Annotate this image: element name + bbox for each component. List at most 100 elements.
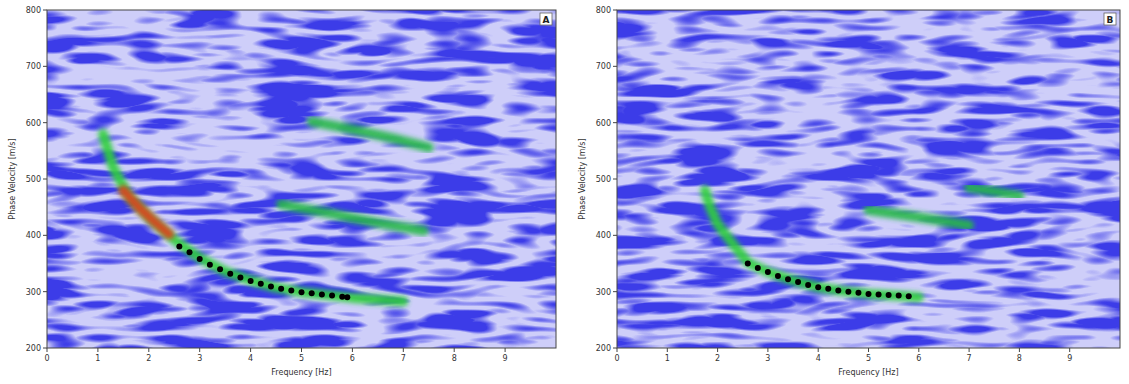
x-tick <box>717 348 718 352</box>
x-tick-label: 7 <box>967 354 972 363</box>
pick-point <box>855 290 861 296</box>
x-tick <box>301 348 302 352</box>
plot-area <box>617 10 1120 348</box>
energy-ridge <box>312 122 429 148</box>
frame <box>617 10 1120 348</box>
y-tick-label: 400 <box>26 231 41 240</box>
pick-point <box>197 256 203 262</box>
pick-point <box>237 275 243 281</box>
pick-point <box>248 278 254 284</box>
y-tick <box>43 122 47 123</box>
y-tick-label: 500 <box>26 175 41 184</box>
x-tick <box>97 348 98 352</box>
x-tick <box>969 348 970 352</box>
pick-point <box>309 290 315 296</box>
plot-area <box>47 10 556 348</box>
x-tick-label: 0 <box>44 354 49 363</box>
panel: 0123456789200300400500600700800Frequency… <box>578 6 1120 377</box>
pick-point <box>805 282 811 288</box>
x-tick <box>868 348 869 352</box>
x-tick-label: 7 <box>401 354 406 363</box>
y-tick <box>613 291 617 292</box>
y-tick <box>613 122 617 123</box>
y-tick-label: 300 <box>26 288 41 297</box>
x-tick <box>403 348 404 352</box>
pick-point <box>227 271 233 277</box>
pick-point <box>344 294 350 300</box>
y-axis-title: Phase Velocity [m/s] <box>578 138 587 219</box>
panel-label-box <box>1104 13 1116 25</box>
pick-point <box>896 293 902 299</box>
energy-ridge <box>705 190 919 297</box>
x-tick-label: 3 <box>197 354 202 363</box>
x-tick <box>148 348 149 352</box>
pick-point <box>866 291 872 297</box>
y-tick <box>613 66 617 67</box>
y-tick <box>43 66 47 67</box>
pick-point <box>288 288 294 294</box>
y-tick <box>43 235 47 236</box>
panel-label-box <box>540 13 552 25</box>
pick-point <box>775 273 781 279</box>
x-tick <box>199 348 200 352</box>
x-tick <box>250 348 251 352</box>
x-tick-label: 6 <box>916 354 921 363</box>
panel-label: A <box>543 15 550 25</box>
x-tick-label: 4 <box>816 354 821 363</box>
pick-point <box>825 286 831 292</box>
x-tick-label: 5 <box>299 354 304 363</box>
y-tick-label: 300 <box>596 288 611 297</box>
y-tick-label: 600 <box>26 119 41 128</box>
y-tick <box>613 348 617 349</box>
x-tick <box>918 348 919 352</box>
x-tick <box>667 348 668 352</box>
x-tick <box>454 348 455 352</box>
x-tick <box>1069 348 1070 352</box>
x-tick <box>47 348 48 352</box>
pick-point <box>785 276 791 282</box>
x-tick <box>1019 348 1020 352</box>
x-tick-label: 6 <box>350 354 355 363</box>
figure: 0 1 2 3 4 5 6 7 8 9 200 300 400 500 600 700 800 Frequency… <box>0 0 1129 384</box>
pick-point <box>329 293 335 299</box>
pick-point <box>906 293 912 299</box>
y-tick-label: 700 <box>26 62 41 71</box>
y-tick <box>43 348 47 349</box>
x-tick-label: 8 <box>452 354 457 363</box>
y-tick-label: 200 <box>596 344 611 353</box>
x-tick-label: 1 <box>95 354 100 363</box>
x-tick-label: 9 <box>1067 354 1072 363</box>
y-tick <box>613 179 617 180</box>
panel-label: B <box>1107 15 1114 25</box>
pick-point <box>217 266 223 272</box>
pick-point <box>187 249 193 255</box>
x-axis-title: Frequency [Hz] <box>271 368 331 377</box>
x-tick-label: 2 <box>715 354 720 363</box>
x-tick <box>767 348 768 352</box>
pick-point <box>876 291 882 297</box>
pick-point <box>176 244 182 250</box>
texture <box>617 10 1120 348</box>
panel: 0123456789200300400500600700800Frequency… <box>8 6 556 377</box>
y-tick-label: 800 <box>26 6 41 15</box>
energy-ridge <box>969 188 1019 196</box>
pick-point <box>278 286 284 292</box>
y-tick-label: 700 <box>596 62 611 71</box>
pick-point <box>299 289 305 295</box>
x-tick-label: 0 <box>614 354 619 363</box>
pick-point <box>755 265 761 271</box>
x-tick <box>818 348 819 352</box>
pick-point <box>835 288 841 294</box>
y-tick <box>613 10 617 11</box>
pick-point <box>886 292 892 298</box>
pick-point <box>795 279 801 285</box>
pick-point <box>268 284 274 290</box>
pick-point <box>339 294 345 300</box>
x-tick-label: 8 <box>1017 354 1022 363</box>
x-tick-label: 3 <box>765 354 770 363</box>
x-tick-label: 1 <box>665 354 670 363</box>
y-tick-label: 200 <box>26 344 41 353</box>
y-tick <box>43 179 47 180</box>
x-tick-label: 9 <box>503 354 508 363</box>
y-tick-label: 800 <box>596 6 611 15</box>
